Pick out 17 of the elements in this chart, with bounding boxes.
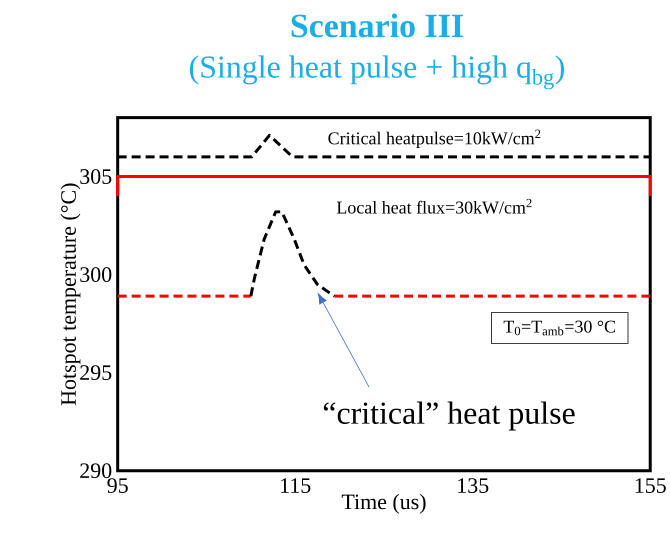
annotation: Critical heatpulse=10kW/cm$^{2}$: [328, 130, 540, 148]
x-tick-label: 155: [636, 478, 666, 494]
x-tick-label: 95: [107, 478, 128, 494]
annotation: T$_{0}$=T$_{amb}$=30 °C: [504, 320, 616, 336]
line-series: [249, 210, 336, 298]
x-tick-label: 115: [281, 478, 310, 494]
x-tick-label: 135: [458, 478, 488, 494]
chart-title: Scenario III: [292, 14, 463, 38]
annotation: “critical” heat pulse: [324, 402, 575, 431]
y-axis-title: Hotspot temperature (°C): [60, 184, 80, 406]
x-axis-title: Time (us): [342, 494, 426, 514]
y-tick-label: 290: [80, 464, 112, 478]
chart-subtitle: (Single heat pulse + high q$_{bg}$): [190, 56, 564, 90]
y-tick-label: 305: [80, 169, 112, 184]
y-tick-label: 300: [80, 267, 112, 282]
y-tick-label: 295: [80, 366, 112, 380]
annotation: Local heat flux=30kW/cm$^{2}$: [336, 199, 532, 214]
